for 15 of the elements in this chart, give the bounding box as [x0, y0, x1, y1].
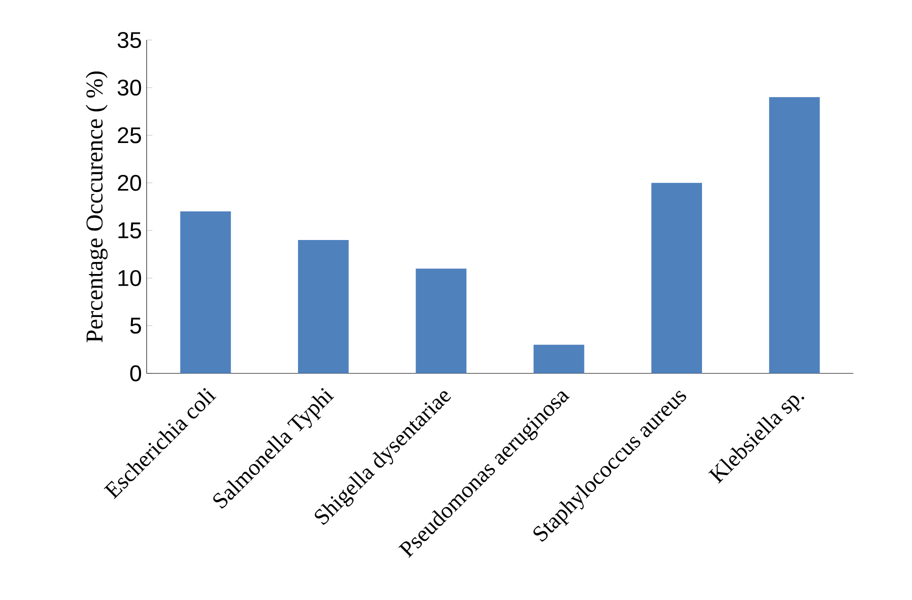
y-tick-label: 25	[118, 127, 141, 144]
y-tick-label: 20	[118, 174, 142, 191]
y-tick-label: 10	[118, 270, 142, 286]
y-tick-label: 15	[118, 222, 141, 238]
bar	[416, 268, 466, 374]
bar	[298, 240, 349, 374]
y-tick-label: 0	[130, 365, 142, 382]
bar	[180, 211, 231, 374]
y-tick-label: 35	[118, 32, 141, 48]
y-tick-label: 30	[118, 80, 142, 96]
bar	[769, 97, 820, 374]
y-tick-label: 5	[130, 318, 142, 334]
y-axis-title: Percentage Occcurence ( %)	[86, 71, 108, 342]
bar	[534, 344, 584, 374]
bar	[651, 182, 702, 374]
